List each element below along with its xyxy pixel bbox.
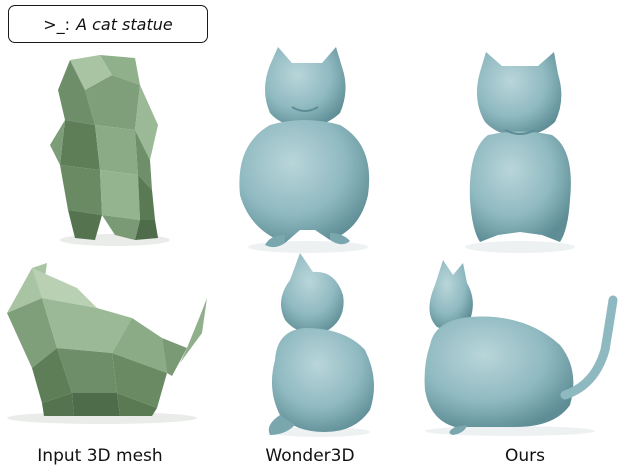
prompt-text: A cat statue	[76, 14, 173, 34]
prompt-prefix: >_:	[43, 14, 71, 34]
ours-front-view	[450, 50, 590, 255]
column-label-ours: Ours	[504, 446, 545, 466]
column-label-input-mesh: Input 3D mesh	[37, 446, 163, 466]
input-mesh-front-view	[40, 50, 180, 250]
wonder3d-side-view	[255, 250, 385, 440]
text-prompt-box: >_: A cat statue	[8, 5, 208, 43]
ours-side-view	[415, 255, 619, 440]
wonder3d-front-view	[230, 45, 380, 255]
input-mesh-side-view	[2, 258, 217, 428]
column-label-wonder3d: Wonder3D	[265, 446, 355, 466]
